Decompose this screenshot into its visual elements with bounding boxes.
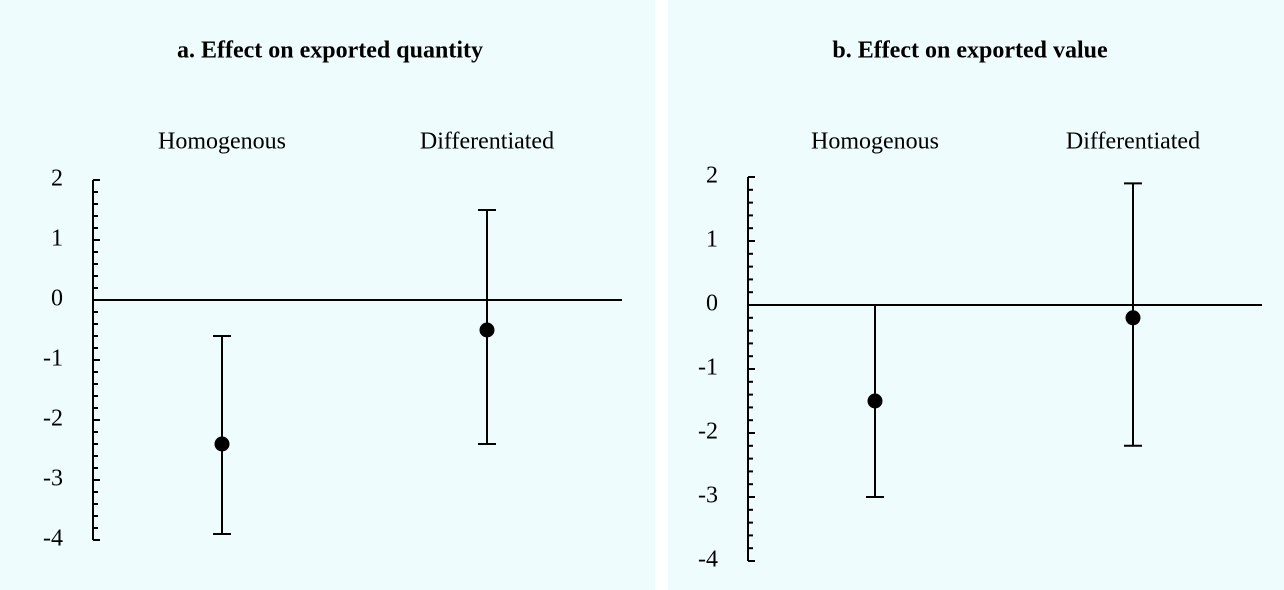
category-label: Differentiated <box>420 129 554 155</box>
category-label: Homogenous <box>158 129 286 155</box>
point <box>479 322 495 338</box>
chart-title: a. Effect on exported quantity <box>177 38 483 64</box>
y-tick-label: 0 <box>706 291 718 317</box>
chart-title: b. Effect on exported value <box>832 38 1108 64</box>
y-tick-label: -1 <box>698 355 718 381</box>
category-label: Differentiated <box>1066 129 1200 155</box>
y-tick-label: -3 <box>698 483 718 509</box>
panel-background <box>668 0 1284 590</box>
y-tick-label: -3 <box>43 466 63 492</box>
point <box>1125 310 1141 326</box>
category-label: Homogenous <box>811 129 939 155</box>
point <box>867 393 883 409</box>
y-tick-label: 1 <box>51 226 63 252</box>
y-tick-label: -2 <box>43 406 63 432</box>
point <box>214 436 230 452</box>
y-tick-label: 2 <box>706 163 718 189</box>
y-tick-label: 2 <box>51 166 63 192</box>
y-tick-label: 0 <box>51 286 63 312</box>
panel-background <box>0 0 655 590</box>
y-tick-label: -4 <box>698 547 718 573</box>
y-tick-label: -2 <box>698 419 718 445</box>
y-tick-label: 1 <box>706 227 718 253</box>
y-tick-label: -4 <box>43 526 63 552</box>
y-tick-label: -1 <box>43 346 63 372</box>
